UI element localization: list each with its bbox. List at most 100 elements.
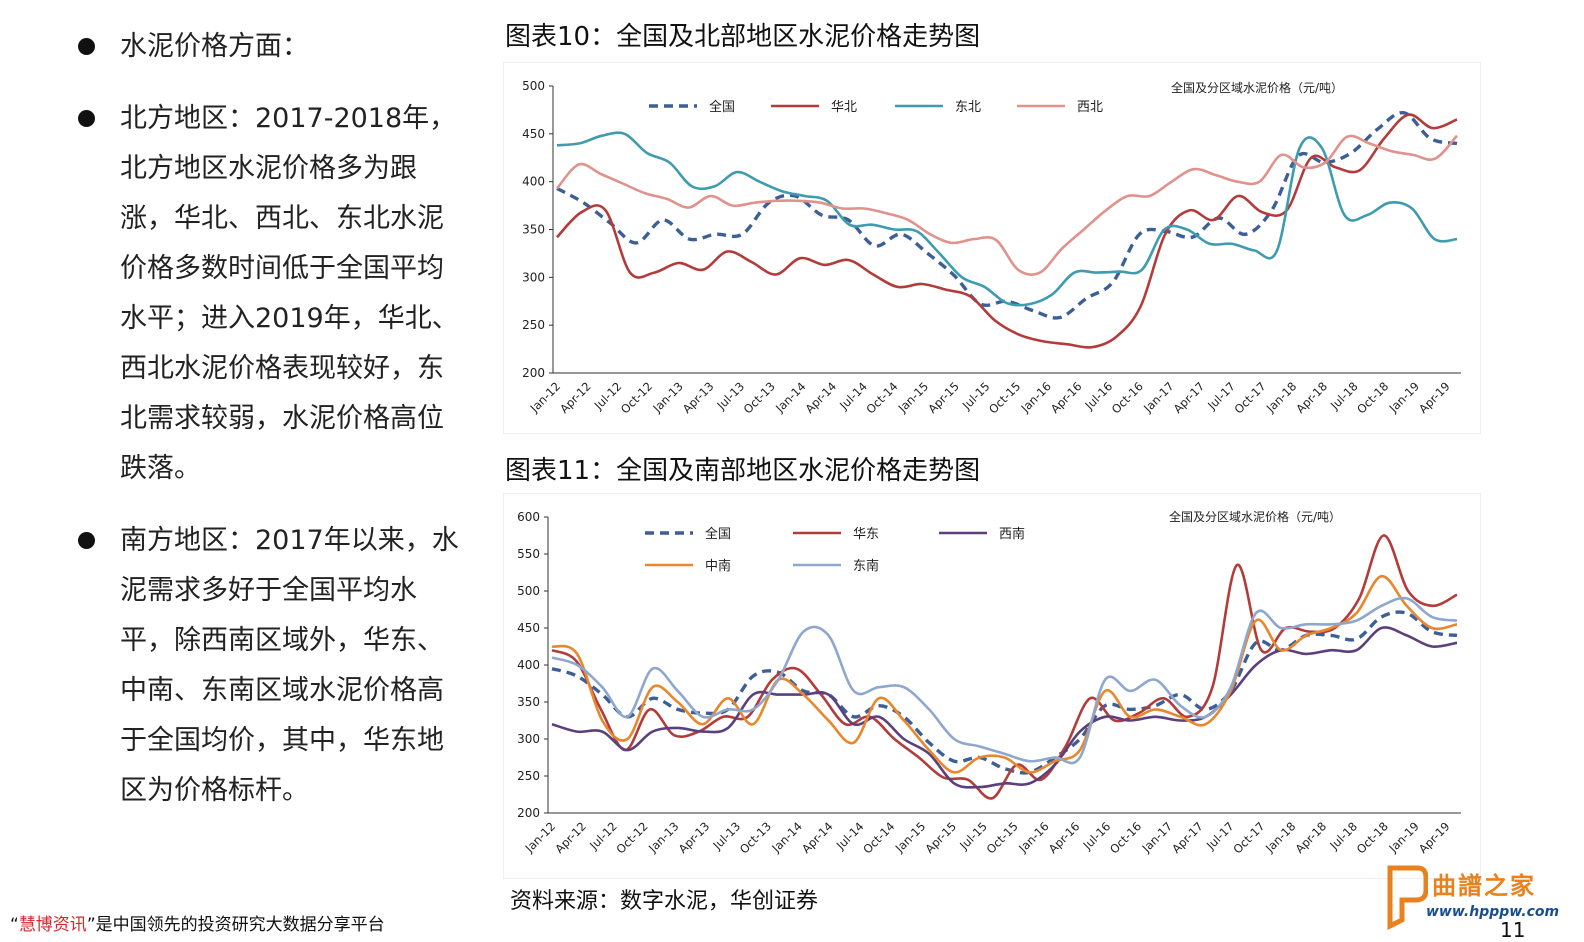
footer-brand: 慧博资讯 [18,915,87,935]
x-tick-label: Jan-14 [768,819,804,855]
y-tick-label: 600 [517,510,540,524]
x-tick-label: Oct-15 [984,819,1021,856]
y-tick-label: 300 [517,732,540,746]
series-line-全国 [551,610,1458,775]
x-tick-label: Jan-12 [522,819,558,855]
x-tick-label: Apr-13 [680,379,717,416]
x-tick-label: Jan-13 [649,379,685,415]
x-tick-label: Apr-12 [552,819,589,856]
x-tick-label: Apr-12 [557,379,594,416]
y-tick-label: 400 [522,175,545,189]
y-tick-label: 350 [522,223,545,237]
legend-label: 东南 [853,558,879,574]
x-tick-label: Apr-17 [1171,379,1208,416]
source-note: 资料来源：数字水泥，华创证券 [510,889,819,914]
x-tick-label: Oct-12 [613,819,650,856]
logo-text: 曲譜之家 [1432,872,1536,900]
logo-mark-icon [1387,865,1428,930]
legend-label: 西北 [1077,100,1103,115]
x-tick-label: Apr-13 [676,819,713,856]
x-tick-label: Oct-17 [1230,819,1267,856]
series-line-西北 [556,134,1458,276]
x-tick-label: Jan-15 [895,379,931,415]
y-tick-label: 500 [522,79,545,93]
x-tick-label: Jan-17 [1140,379,1176,415]
x-tick-label: Jan-18 [1262,819,1298,855]
figure10-title: 图表10：全国及北部地区水泥价格走势图 [505,22,981,52]
y-tick-label: 550 [517,547,540,561]
chart-frame [503,62,1481,434]
page-number: 11 [1500,918,1526,942]
bullet-item: 南方地区：2017年以来，水泥需求多好于全国平均水平，除西南区域外，华东、中南、… [78,516,468,816]
y-tick-label: 250 [517,769,540,783]
x-tick-label: Oct-17 [1231,379,1268,416]
x-tick-label: Jan-15 [892,819,928,855]
x-tick-label: Jan-16 [1015,819,1051,855]
legend-label: 东北 [955,100,981,115]
x-tick-label: Oct-18 [1354,819,1391,856]
y-tick-label: 450 [517,621,540,635]
chart-frame [503,493,1481,879]
bullet-text: 南方地区：2017年以来，水泥需求多好于全国平均水平，除西南区域外，华东、中南、… [120,525,459,806]
x-tick-label: Jan-13 [645,819,681,855]
chart-title: 全国及分区域水泥价格（元/吨） [1171,80,1343,95]
y-tick-label: 200 [522,366,545,380]
bullet-dot-icon [78,38,95,55]
x-tick-label: Oct-15 [986,379,1023,416]
x-tick-label: Oct-16 [1109,379,1146,416]
chart-north: 200 250 300 350 400 450 500 Jan-12 Apr-12 Jul-12 O… [503,62,1481,434]
bullet-dot-icon [78,532,95,549]
x-tick-label: Oct-16 [1107,819,1144,856]
series-line-华东 [551,534,1458,800]
x-tick-label: Apr-14 [802,379,839,416]
x-tick-label: Oct-18 [1354,379,1391,416]
bullet-text: 水泥价格方面： [120,31,309,62]
footer-quote-close: ” [86,915,96,935]
x-tick-label: Oct-13 [737,819,774,856]
x-tick-label: Apr-18 [1293,379,1330,416]
bullet-item: 水泥价格方面： [78,22,468,72]
x-tick-label: Apr-19 [1416,379,1453,416]
legend-label: 华北 [831,100,857,115]
x-tick-label: Oct-14 [863,379,900,416]
y-tick-label: 500 [517,584,540,598]
series-line-全国 [556,111,1458,320]
y-tick-label: 300 [522,270,545,284]
x-tick-label: Apr-14 [799,819,836,856]
x-tick-label: Apr-16 [1046,819,1083,856]
chart-south: 200 250 300 350 400 450 500 550 600 Jan-12 Apr-12 J… [503,493,1481,879]
y-tick-label: 350 [517,695,540,709]
legend-label: 华东 [853,527,879,542]
x-tick-label: Apr-16 [1048,379,1085,416]
footer-text: 是中国领先的投资研究大数据分享平台 [95,915,385,935]
logo-url: www.hpppw.com [1426,904,1560,920]
x-tick-label: Apr-15 [922,819,959,856]
footer-quote-open: “ [10,915,19,935]
legend-label: 西南 [999,526,1025,542]
chart-title: 全国及分区域水泥价格（元/吨） [1169,509,1341,524]
y-tick-label: 400 [517,658,540,672]
series-line-东南 [551,596,1458,765]
bullet-dot-icon [78,110,95,127]
x-tick-label: Jan-12 [527,379,563,415]
x-tick-label: Jan-16 [1018,379,1054,415]
watermark-logo: 曲譜之家 www.hpppw.com [1384,860,1574,930]
x-tick-label: Jan-19 [1386,379,1422,415]
x-tick-label: Jan-14 [772,379,808,415]
bullet-item: 北方地区：2017-2018年，北方地区水泥价格多为跟涨，华北、西北、东北水泥价… [78,94,468,494]
legend-label: 全国 [709,99,735,115]
x-tick-label: Jan-18 [1263,379,1299,415]
x-tick-label: Oct-12 [618,379,655,416]
legend-label: 全国 [705,526,731,542]
figure11-title: 图表11：全国及南部地区水泥价格走势图 [505,456,981,486]
series-line-华北 [556,113,1458,349]
x-tick-label: Oct-13 [741,379,778,416]
x-tick-label: Jan-19 [1385,819,1421,855]
x-tick-label: Apr-19 [1416,819,1453,856]
legend-label: 中南 [705,558,731,574]
x-tick-label: Apr-17 [1169,819,1206,856]
y-tick-label: 450 [522,127,545,141]
x-tick-label: Oct-14 [860,819,897,856]
series-line-西南 [551,626,1458,789]
